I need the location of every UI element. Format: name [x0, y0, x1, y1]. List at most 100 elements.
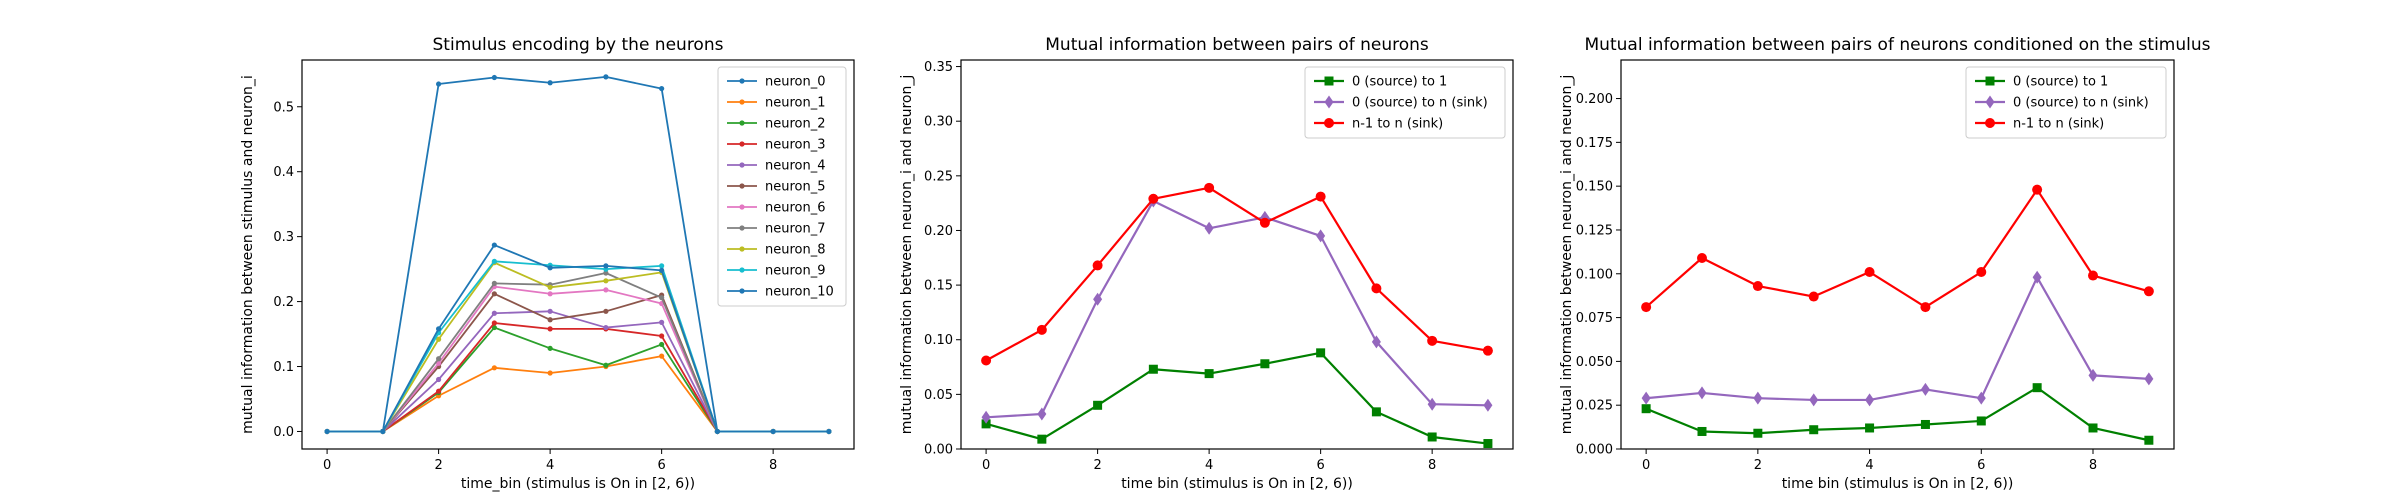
data-point — [2143, 286, 2154, 297]
legend-item: n-1 to n (sink) — [1975, 117, 2104, 132]
axes-frame — [301, 59, 855, 450]
legend-label: neuron_2 — [765, 117, 826, 132]
y-tick-label: 0.3 — [273, 230, 294, 245]
axes-frame — [960, 59, 1514, 450]
data-point — [1483, 398, 1493, 412]
data-point — [2088, 368, 2098, 382]
y-tick-label: 0.20 — [924, 224, 953, 239]
series-0-source-to-n-sink- — [1641, 270, 2154, 407]
data-point — [1809, 425, 1819, 435]
series-line — [986, 199, 1488, 419]
series-line — [327, 326, 829, 433]
legend-item: neuron_8 — [727, 243, 826, 258]
x-tick-label: 2 — [1093, 458, 1101, 473]
x-tick-label: 6 — [1977, 458, 1985, 473]
data-point — [1427, 432, 1437, 442]
data-point — [1976, 391, 1986, 405]
data-point — [659, 263, 665, 269]
x-tick-label: 8 — [769, 458, 777, 473]
data-point — [714, 428, 720, 435]
series-neuron-5 — [324, 291, 832, 435]
data-point — [603, 308, 609, 314]
data-point — [1260, 359, 1270, 369]
data-point — [547, 370, 553, 376]
data-point — [603, 362, 609, 368]
legend-swatch-marker — [1985, 76, 1995, 86]
data-point — [1641, 404, 1651, 414]
data-point — [659, 85, 665, 92]
data-point — [981, 410, 991, 424]
data-point — [491, 324, 497, 331]
data-point — [491, 365, 497, 371]
data-point — [436, 360, 442, 366]
legend-label: neuron_1 — [765, 96, 826, 111]
data-point — [770, 428, 776, 435]
y-tick-label: 0.25 — [924, 169, 953, 184]
legend-label: 0 (source) to n (sink) — [1352, 96, 1488, 111]
data-point — [436, 326, 442, 332]
series-0-source-to-1 — [1641, 383, 2154, 445]
data-point — [1752, 281, 1763, 292]
y-tick-label: 0.050 — [1576, 355, 1613, 370]
x-axis-label: time bin (stimulus is On in [2, 6)) — [1782, 476, 2014, 492]
y-tick-label: 0.075 — [1576, 311, 1613, 326]
data-point — [1920, 302, 1931, 313]
legend-swatch-marker — [739, 288, 745, 294]
chart-title: Mutual information between pairs of neur… — [1585, 35, 2211, 55]
data-point — [1148, 364, 1158, 374]
x-tick-label: 4 — [1205, 458, 1213, 473]
data-point — [436, 356, 442, 362]
series-0-source-to-1 — [981, 348, 1493, 449]
data-point — [1427, 397, 1437, 411]
data-point — [603, 74, 609, 80]
data-point — [1808, 291, 1819, 302]
data-point — [547, 80, 553, 86]
data-point — [603, 263, 609, 269]
chart-title: Mutual information between pairs of neur… — [1045, 35, 1429, 55]
x-axis-label: time bin (stimulus is On in [2, 6)) — [1121, 476, 1353, 492]
legend: 0 (source) to 1 0 (source) to n (sink) n-1… — [1304, 66, 1506, 139]
data-point — [1093, 292, 1103, 306]
data-point — [2032, 383, 2042, 393]
y-tick-label: 0.10 — [924, 333, 953, 348]
series-line — [985, 351, 1489, 445]
data-point — [1920, 419, 1930, 429]
data-point — [547, 308, 553, 314]
series-line — [1645, 188, 2150, 309]
legend-item: 0 (source) to n (sink) — [1314, 95, 1488, 111]
x-tick-label: 2 — [434, 458, 442, 473]
legend-swatch-marker — [739, 120, 745, 126]
y-axis-label: mutual information between stimulus and … — [240, 75, 256, 434]
legend-box — [1304, 66, 1506, 139]
data-point — [547, 317, 553, 323]
legend-item: 0 (source) to 1 — [1314, 75, 1447, 90]
data-point — [324, 428, 330, 435]
data-point — [547, 326, 553, 332]
data-point — [1641, 302, 1652, 313]
legend-label: neuron_9 — [765, 264, 826, 279]
x-tick-label: 4 — [1865, 458, 1873, 473]
data-point — [1371, 407, 1381, 417]
y-tick-label: 0.025 — [1576, 399, 1613, 414]
series-line — [985, 186, 1489, 362]
legend-item: neuron_6 — [727, 201, 826, 216]
legend-swatch-marker — [739, 267, 745, 273]
data-point — [547, 345, 553, 351]
data-point — [1316, 229, 1326, 243]
legend-item: neuron_10 — [727, 285, 834, 300]
data-point — [436, 376, 442, 383]
legend-label: neuron_3 — [765, 138, 826, 153]
y-tick-label: 0.35 — [924, 60, 953, 75]
legend-swatch-marker — [1985, 118, 1995, 128]
legend-box — [717, 66, 847, 307]
data-point — [603, 287, 609, 293]
y-tick-label: 0.0 — [273, 425, 294, 440]
y-tick-label: 0.30 — [924, 115, 953, 130]
chart-panel-1: 0 2 4 6 8 0.0 0.1 0.2 0.3 0.4 0.5 Stimulus encoding… — [240, 35, 855, 492]
x-tick-label: 0 — [982, 458, 990, 473]
series-line — [1645, 386, 2150, 442]
x-tick-label: 6 — [657, 458, 665, 473]
y-tick-label: 0.2 — [273, 295, 294, 310]
legend: 0 (source) to 1 0 (source) to n (sink) n-1… — [1965, 66, 2167, 139]
data-point — [1148, 193, 1159, 204]
